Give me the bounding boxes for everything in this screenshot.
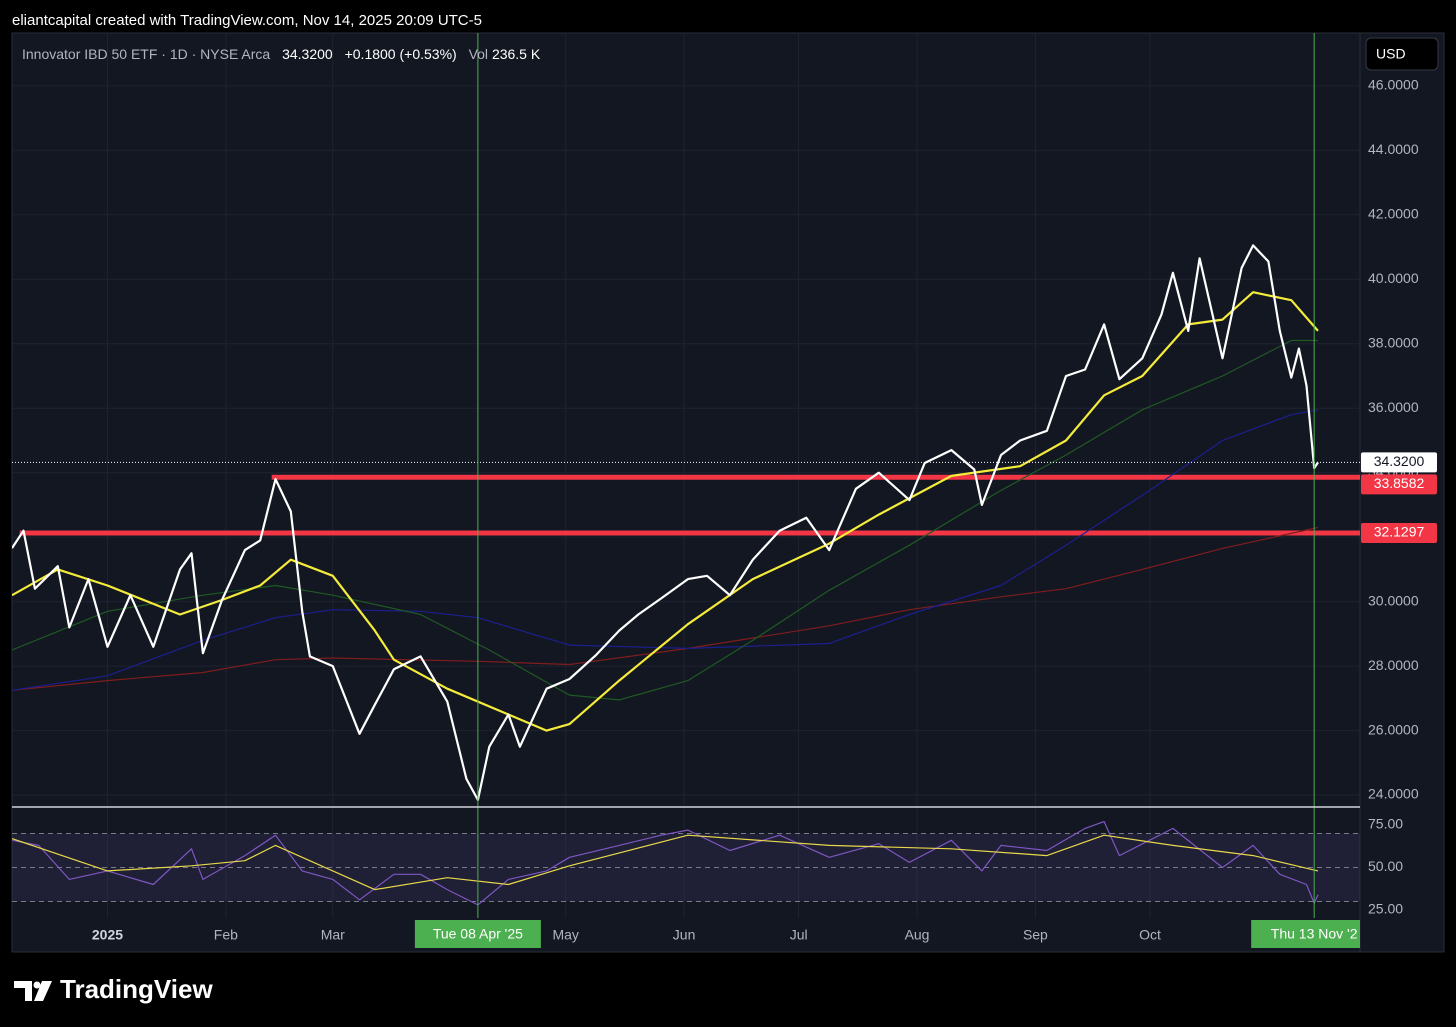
x-tick-label: Jun [673,927,696,943]
y-tick-label: 40.0000 [1368,270,1419,286]
y-tick-label: 44.0000 [1368,141,1419,157]
chart-panel [11,32,1445,953]
rsi-band [12,833,1360,902]
y-tick-label: 42.0000 [1368,206,1419,222]
crosshair-label-text: Tue 08 Apr '25 [433,926,523,942]
crosshair-label: Thu 13 Nov '2 [1251,920,1360,948]
y-tick-label: 25.00 [1368,901,1403,917]
y-tick-label: 36.0000 [1368,399,1419,415]
crosshair-label-text: Thu 13 Nov '2 [1271,926,1358,942]
series-line [12,821,1319,906]
legend-symbol: Innovator IBD 50 ETF · 1D · NYSE Arca [22,46,270,62]
price-label-box [1361,522,1437,543]
x-tick-label: Sep [1023,927,1048,943]
header-text: eliantcapital created with TradingView.c… [12,12,482,29]
x-tick-label: Jul [790,927,808,943]
y-tick-label: 24.0000 [1368,786,1419,802]
crosshair-label: Tue 08 Apr '25 [414,920,541,948]
series-line [12,244,1319,801]
y-tick-label: 75.00 [1368,816,1403,832]
logo-dot [33,981,41,989]
crosshair-label-box [1251,920,1360,948]
y-tick-label: 28.0000 [1368,657,1419,673]
logo-shape [34,981,52,1001]
x-tick-label: Oct [1139,927,1161,943]
x-tick-label: Mar [321,927,345,943]
currency-button[interactable] [1365,37,1439,71]
currency-label[interactable]: USD [1376,46,1406,62]
x-tick-label: Aug [905,927,930,943]
price-label: 34.3200 [1374,453,1425,469]
series-line [12,291,1319,732]
plot [12,33,1360,918]
y-tick-label: 26.0000 [1368,721,1419,737]
price-label: 33.8582 [1374,475,1425,491]
series-line [12,339,1318,701]
y-tick-label: 38.0000 [1368,334,1419,350]
x-tick-label: Feb [214,927,238,943]
y-tick-label: 30.0000 [1368,592,1419,608]
legend-change: +0.1800 (+0.53%) [345,46,457,62]
x-tick-label: May [552,927,578,943]
axes: 2025 Feb Mar May Jun Jul Aug Sep Oct 24.0000 26.00… [92,77,1437,948]
legend-vol-label: Vol [469,46,488,62]
series-line [12,409,1319,691]
price-label: 32.1297 [1374,524,1425,540]
logo-shape [14,981,32,1001]
logo-icon [14,981,52,1001]
y-tick-label: 46.0000 [1368,77,1419,93]
logo-text: TradingView [60,974,213,1004]
y-tick-label: 50.00 [1368,858,1403,874]
legend: Innovator IBD 50 ETF · 1D · NYSE Arca 34… [22,46,541,62]
crosshair-label-box [414,920,541,948]
price-label-box [1361,452,1437,473]
price-label-box [1361,474,1437,495]
x-tick-label: 2025 [92,927,123,943]
legend-price: 34.3200 [282,46,333,62]
series-line [12,834,1319,891]
legend-vol: 236.5 K [492,46,541,62]
